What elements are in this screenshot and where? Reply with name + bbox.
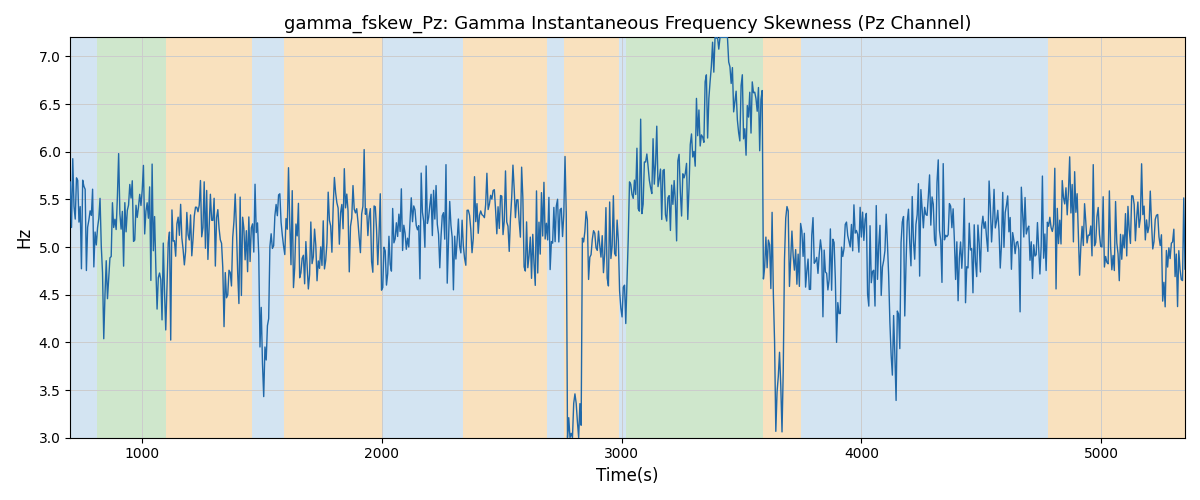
Bar (166, 38, 252, 438)
Y-axis label: Hz: Hz (16, 227, 34, 248)
Bar (626, 38, 763, 438)
Bar (97, 38, 166, 438)
Bar (1022, 38, 1049, 438)
Bar (802, 38, 1022, 438)
X-axis label: Time(s): Time(s) (596, 467, 659, 485)
Bar (763, 38, 802, 438)
Bar (463, 38, 547, 438)
Bar (252, 38, 283, 438)
Bar (283, 38, 382, 438)
Bar (71, 38, 97, 438)
Bar (382, 38, 463, 438)
Bar (564, 38, 619, 438)
Bar (1049, 38, 1184, 438)
Bar (619, 38, 626, 438)
Title: gamma_fskew_Pz: Gamma Instantaneous Frequency Skewness (Pz Channel): gamma_fskew_Pz: Gamma Instantaneous Freq… (284, 15, 971, 34)
Bar (547, 38, 564, 438)
